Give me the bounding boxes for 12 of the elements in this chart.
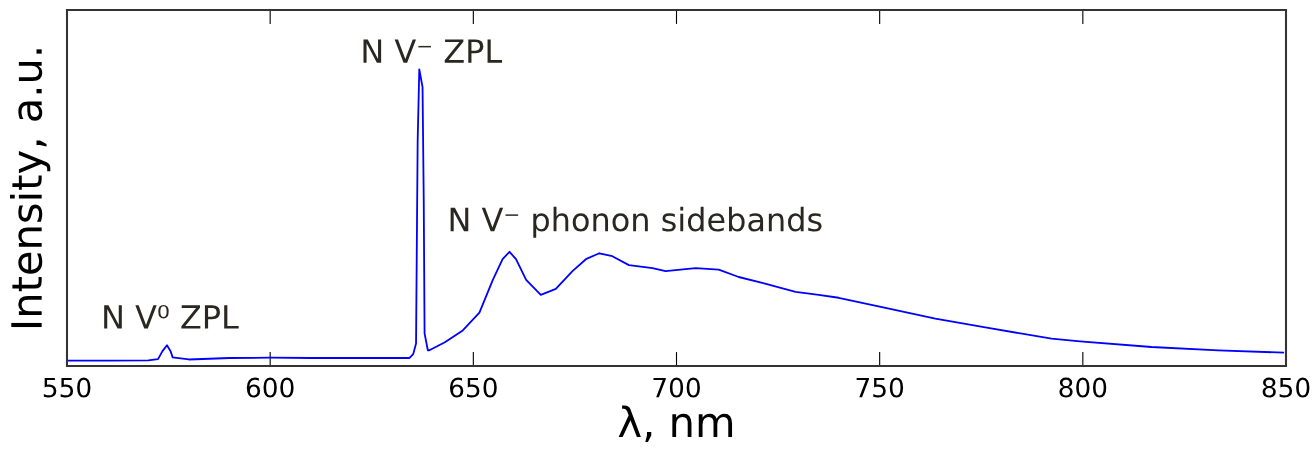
x-tick-label: 550: [43, 377, 91, 398]
x-tick-label: 600: [246, 377, 294, 398]
x-tick-label: 750: [856, 377, 904, 398]
y-axis-title: Intensity, a.u.: [10, 49, 51, 328]
annotation: N V⁻ phonon sidebands: [450, 206, 822, 238]
x-tick-label: 650: [449, 377, 497, 398]
x-tick-label: 700: [653, 377, 700, 398]
annotation: N V⁻ ZPL: [363, 39, 503, 63]
x-axis-title: λ, nm: [618, 405, 733, 442]
x-tick-label: 800: [1059, 377, 1107, 398]
x-tick-label: 850: [1262, 377, 1310, 398]
annotation: N V⁰ ZPL: [104, 304, 239, 329]
